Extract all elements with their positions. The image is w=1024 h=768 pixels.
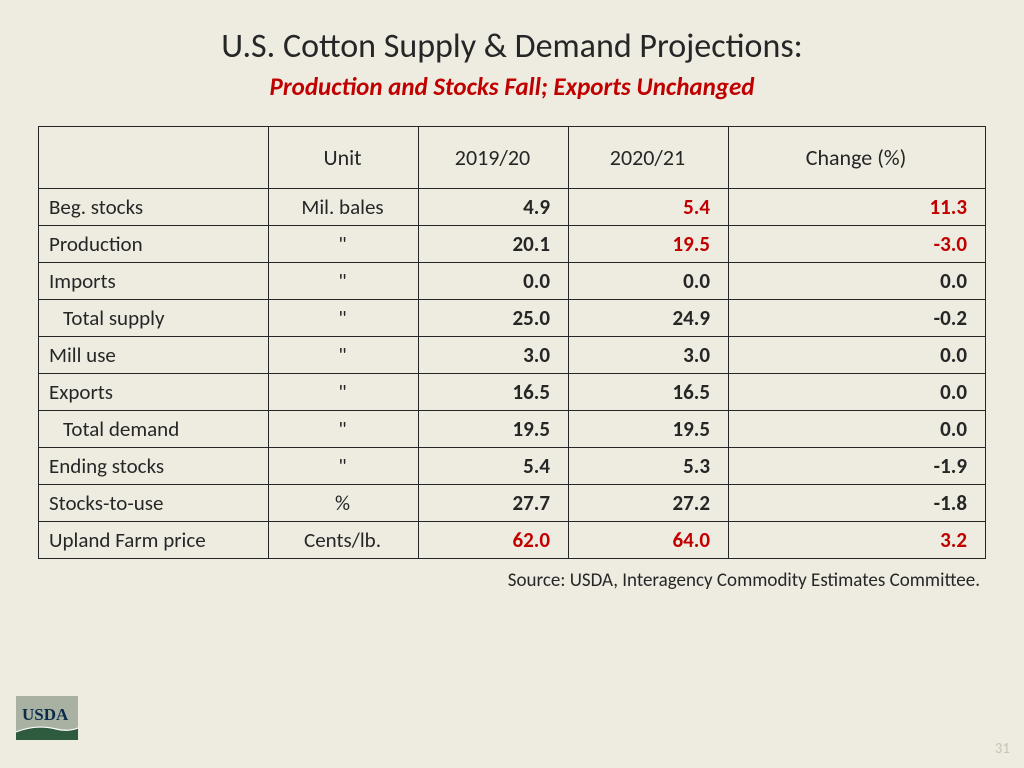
table-row: Exports"16.516.50.0 xyxy=(39,374,986,411)
row-unit: " xyxy=(269,448,419,485)
data-table: Unit 2019/20 2020/21 Change (%) Beg. sto… xyxy=(38,126,986,559)
col-header-y2: 2020/21 xyxy=(569,127,729,189)
row-label: Total supply xyxy=(39,300,269,337)
row-change: 3.2 xyxy=(729,522,986,559)
row-y2: 5.3 xyxy=(569,448,729,485)
row-change: 11.3 xyxy=(729,189,986,226)
row-y1: 16.5 xyxy=(419,374,569,411)
table-header-row: Unit 2019/20 2020/21 Change (%) xyxy=(39,127,986,189)
row-change: 0.0 xyxy=(729,411,986,448)
row-y2: 5.4 xyxy=(569,189,729,226)
row-y2: 27.2 xyxy=(569,485,729,522)
col-header-change: Change (%) xyxy=(729,127,986,189)
row-label: Stocks-to-use xyxy=(39,485,269,522)
row-y2: 64.0 xyxy=(569,522,729,559)
row-y1: 3.0 xyxy=(419,337,569,374)
slide-subtitle: Production and Stocks Fall; Exports Unch… xyxy=(38,71,986,102)
col-header-blank xyxy=(39,127,269,189)
row-label: Upland Farm price xyxy=(39,522,269,559)
row-y1: 62.0 xyxy=(419,522,569,559)
row-y1: 20.1 xyxy=(419,226,569,263)
row-label: Total demand xyxy=(39,411,269,448)
row-unit: Cents/lb. xyxy=(269,522,419,559)
row-label: Ending stocks xyxy=(39,448,269,485)
slide-title: U.S. Cotton Supply & Demand Projections: xyxy=(38,26,986,67)
table-row: Imports"0.00.00.0 xyxy=(39,263,986,300)
slide: U.S. Cotton Supply & Demand Projections:… xyxy=(0,0,1024,768)
table-row: Production"20.119.5-3.0 xyxy=(39,226,986,263)
row-change: -1.8 xyxy=(729,485,986,522)
row-change: -1.9 xyxy=(729,448,986,485)
table-row: Upland Farm priceCents/lb.62.064.03.2 xyxy=(39,522,986,559)
row-y2: 0.0 xyxy=(569,263,729,300)
table-row: Total demand"19.519.50.0 xyxy=(39,411,986,448)
row-y2: 16.5 xyxy=(569,374,729,411)
row-y2: 19.5 xyxy=(569,411,729,448)
col-header-y1: 2019/20 xyxy=(419,127,569,189)
row-y1: 27.7 xyxy=(419,485,569,522)
table-row: Stocks-to-use%27.727.2-1.8 xyxy=(39,485,986,522)
row-unit: % xyxy=(269,485,419,522)
table-row: Ending stocks"5.45.3-1.9 xyxy=(39,448,986,485)
row-unit: " xyxy=(269,337,419,374)
usda-logo: USDA xyxy=(16,696,78,740)
row-label: Imports xyxy=(39,263,269,300)
row-unit: " xyxy=(269,411,419,448)
row-unit: " xyxy=(269,300,419,337)
row-label: Beg. stocks xyxy=(39,189,269,226)
row-change: 0.0 xyxy=(729,374,986,411)
row-label: Mill use xyxy=(39,337,269,374)
page-number: 31 xyxy=(995,740,1010,758)
row-y2: 24.9 xyxy=(569,300,729,337)
row-change: -0.2 xyxy=(729,300,986,337)
row-label: Production xyxy=(39,226,269,263)
row-unit: " xyxy=(269,263,419,300)
row-change: 0.0 xyxy=(729,337,986,374)
row-label: Exports xyxy=(39,374,269,411)
row-y1: 25.0 xyxy=(419,300,569,337)
row-change: 0.0 xyxy=(729,263,986,300)
row-change: -3.0 xyxy=(729,226,986,263)
table-row: Beg. stocksMil. bales4.95.411.3 xyxy=(39,189,986,226)
col-header-unit: Unit xyxy=(269,127,419,189)
row-unit: " xyxy=(269,226,419,263)
svg-text:USDA: USDA xyxy=(22,705,69,724)
table-row: Mill use"3.03.00.0 xyxy=(39,337,986,374)
row-unit: Mil. bales xyxy=(269,189,419,226)
table-row: Total supply"25.024.9-0.2 xyxy=(39,300,986,337)
row-y1: 5.4 xyxy=(419,448,569,485)
row-y2: 19.5 xyxy=(569,226,729,263)
row-y1: 19.5 xyxy=(419,411,569,448)
source-note: Source: USDA, Interagency Commodity Esti… xyxy=(38,569,986,592)
row-y1: 0.0 xyxy=(419,263,569,300)
row-y1: 4.9 xyxy=(419,189,569,226)
row-y2: 3.0 xyxy=(569,337,729,374)
row-unit: " xyxy=(269,374,419,411)
